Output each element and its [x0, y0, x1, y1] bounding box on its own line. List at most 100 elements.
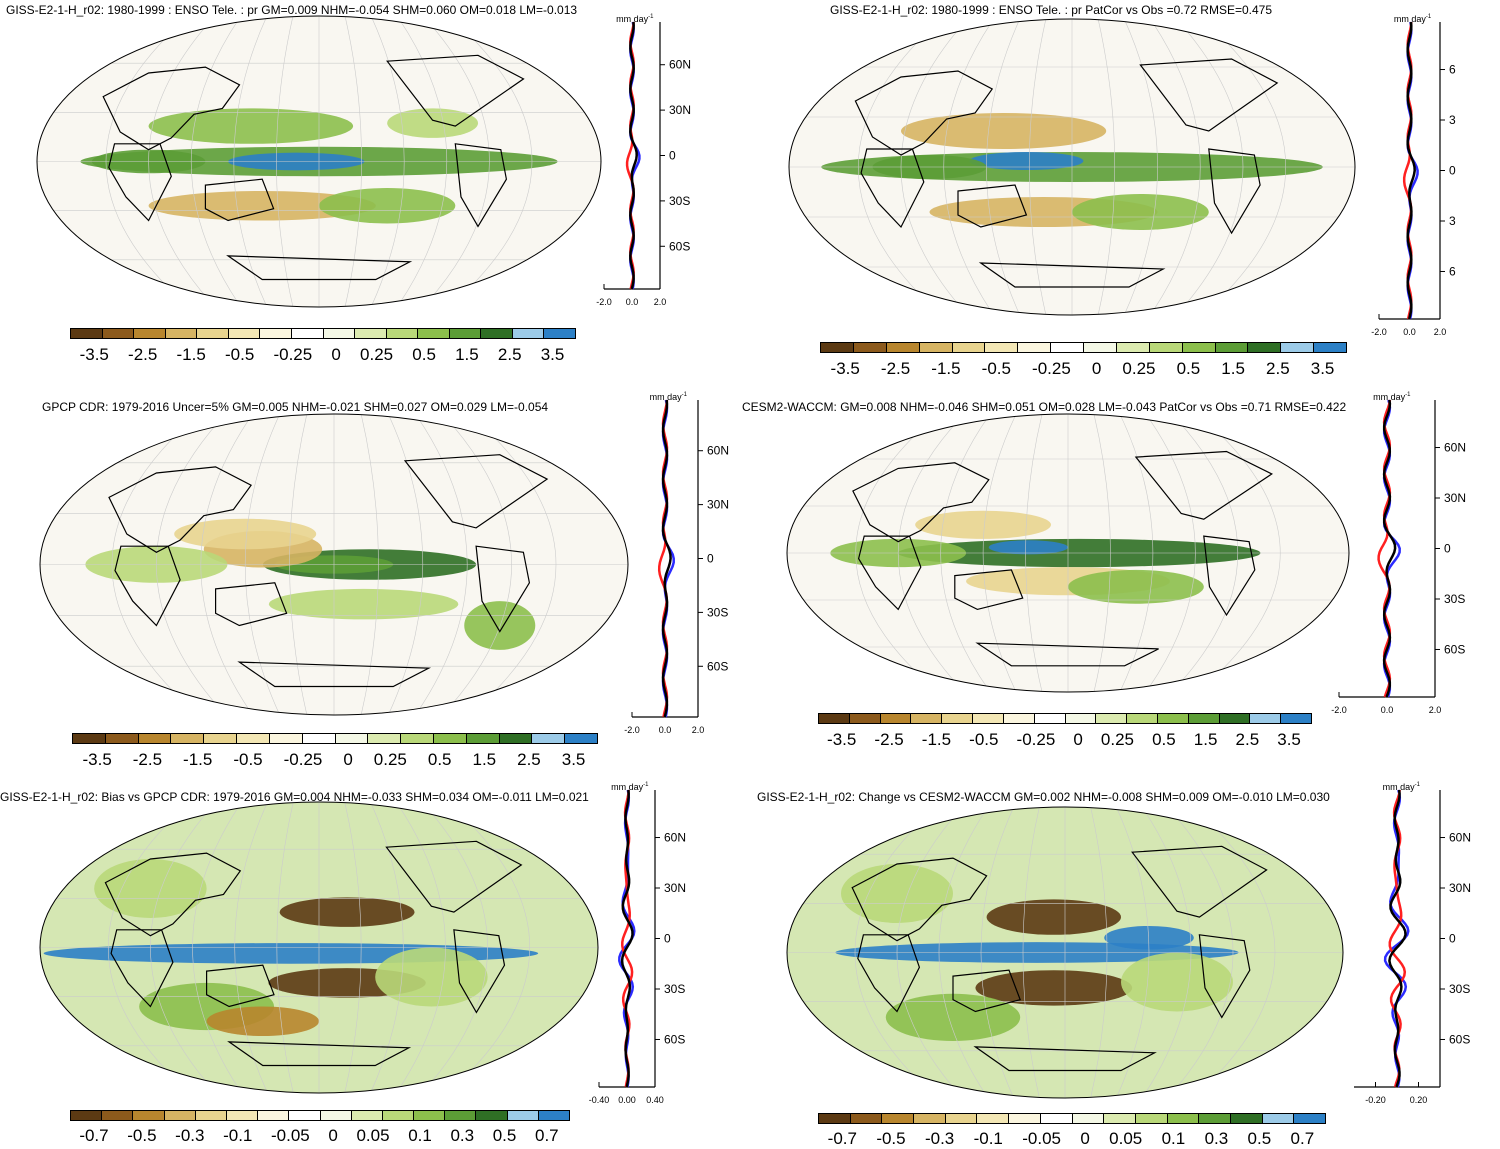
colorbar-labels: -0.7 -0.5 -0.3 -0.1 -0.05 0 0.05 0.1 0.3 0.5 0.7 — [818, 1129, 1324, 1149]
coastline — [104, 852, 242, 937]
zonal-line-mean — [1382, 399, 1397, 698]
colorbar-label: -2.5 — [880, 359, 911, 378]
colorbar-label: 0.5 — [1152, 730, 1176, 749]
colorbar-swatch — [302, 734, 336, 743]
colorbar-swatch — [1167, 1114, 1200, 1123]
lat-tick-label: 6 — [1449, 264, 1456, 278]
lat-tick-label: 30N — [664, 881, 686, 895]
lat-tick-label: 30S — [1449, 982, 1470, 996]
colorbar-label: -0.5 — [233, 750, 263, 769]
colorbar-swatch — [1096, 714, 1128, 723]
colorbar-label: -0.05 — [1022, 1129, 1061, 1148]
colorbar-swatch — [1314, 343, 1346, 352]
colorbar-label: -0.5 — [876, 1129, 906, 1148]
anomaly-region — [969, 152, 1084, 170]
colorbar-swatch — [952, 343, 986, 352]
colorbar-swatch — [138, 734, 172, 743]
colorbar-label: 1.5 — [472, 750, 497, 769]
colorbar-swatch — [973, 714, 1004, 723]
coastline — [973, 1046, 1157, 1072]
colorbar-swatch — [532, 734, 566, 743]
lat-tick-label: 6 — [1449, 63, 1456, 77]
colorbar-swatch — [507, 1111, 539, 1120]
colorbar-swatch — [565, 734, 597, 743]
colorbar-label: 0.5 — [1247, 1129, 1272, 1148]
anomaly-region — [1104, 925, 1194, 950]
anomaly-region — [279, 897, 415, 927]
lat-tick-label: 60S — [707, 659, 728, 673]
colorbar-swatch — [919, 343, 953, 352]
zonal-line-mean — [629, 21, 638, 290]
colorbar-swatch — [1182, 343, 1216, 352]
colorbar-swatch — [1294, 1114, 1325, 1123]
coastline — [102, 66, 241, 151]
colorbar-swatch — [1003, 714, 1035, 723]
anomaly-region — [975, 970, 1133, 1006]
colorbar-swatch — [1127, 714, 1158, 723]
map-robinson — [39, 801, 599, 1094]
lat-tick-label: 0 — [669, 149, 676, 163]
colorbar-label: 0 — [331, 345, 341, 364]
lat-tick-label: 0 — [1449, 164, 1456, 178]
anomaly-region — [206, 1006, 319, 1036]
map-border — [36, 15, 602, 308]
lat-tick-label: 0 — [664, 932, 671, 946]
anomaly-region — [885, 993, 1021, 1041]
zonal-line-mean — [1388, 789, 1407, 1088]
colorbar-swatch — [1149, 343, 1183, 352]
colorbar-label: -0.25 — [273, 345, 313, 364]
anomaly-region — [464, 601, 536, 650]
anomaly-region — [901, 113, 1107, 149]
coastline — [215, 582, 288, 627]
colorbar-label: -1.5 — [931, 359, 961, 378]
coastline — [978, 262, 1166, 288]
colorbar-label: 0.25 — [1122, 359, 1156, 378]
colorbar-swatch — [226, 1111, 259, 1120]
x-tick-label: 2.0 — [1429, 705, 1442, 715]
zonal-mean-plot: mm day-1 60N 30N 0 30S 60S -2.0 0.0 2.0 — [624, 392, 729, 735]
colorbar-swatch — [204, 734, 238, 743]
zonal-line-mean — [1406, 21, 1416, 320]
colorbar-swatch — [853, 343, 887, 352]
coastline — [454, 143, 508, 228]
colorbar-label: -3.5 — [82, 750, 112, 769]
coastline — [957, 184, 1028, 228]
colorbar-swatch — [1157, 714, 1189, 723]
zonal-mean-plot: mm day-1 60N 30N 0 30S 60S -0.20 0.20 — [1354, 782, 1471, 1105]
coastline — [108, 143, 172, 222]
lat-tick-label: 30S — [707, 605, 728, 619]
colorbar-label: -1.5 — [183, 750, 213, 769]
colorbar-swatch — [476, 1111, 508, 1120]
colorbar-label: -0.1 — [223, 1126, 253, 1145]
x-tick-label: 0.0 — [1403, 327, 1416, 337]
zonal-unit-label: mm day-1 — [650, 392, 688, 402]
anomaly-region — [841, 864, 953, 923]
colorbar-label: 3.5 — [540, 345, 565, 364]
coastline — [851, 857, 988, 942]
zonal-line-mean — [620, 789, 634, 1088]
colorbar-swatch — [1230, 1114, 1263, 1123]
map-border — [39, 413, 629, 716]
colorbar-label: 0 — [1080, 1129, 1090, 1148]
map-robinson — [36, 15, 602, 308]
colorbar-swatch — [73, 734, 106, 743]
colorbar-swatch — [1084, 343, 1117, 352]
colorbar-swatch — [323, 329, 356, 338]
colorbar-label: -2.5 — [874, 730, 904, 749]
map-border — [786, 413, 1350, 693]
colorbar-swatch — [538, 1111, 569, 1120]
colorbar-label: -3.5 — [827, 730, 857, 749]
coastline — [975, 642, 1159, 667]
colorbar-swatch — [942, 714, 974, 723]
lat-tick-label: 60N — [1444, 441, 1466, 455]
map-border — [786, 806, 1344, 1099]
colorbar-swatch — [499, 734, 533, 743]
anomaly-region — [319, 188, 456, 224]
coastline — [385, 840, 523, 913]
colorbar-label: 0 — [1073, 730, 1083, 749]
colorbar-swatch — [819, 1114, 851, 1123]
coastline — [860, 148, 925, 229]
colorbar-swatch — [134, 329, 166, 338]
colorbar-swatch — [911, 714, 943, 723]
colorbar-label: 0.5 — [427, 750, 452, 769]
